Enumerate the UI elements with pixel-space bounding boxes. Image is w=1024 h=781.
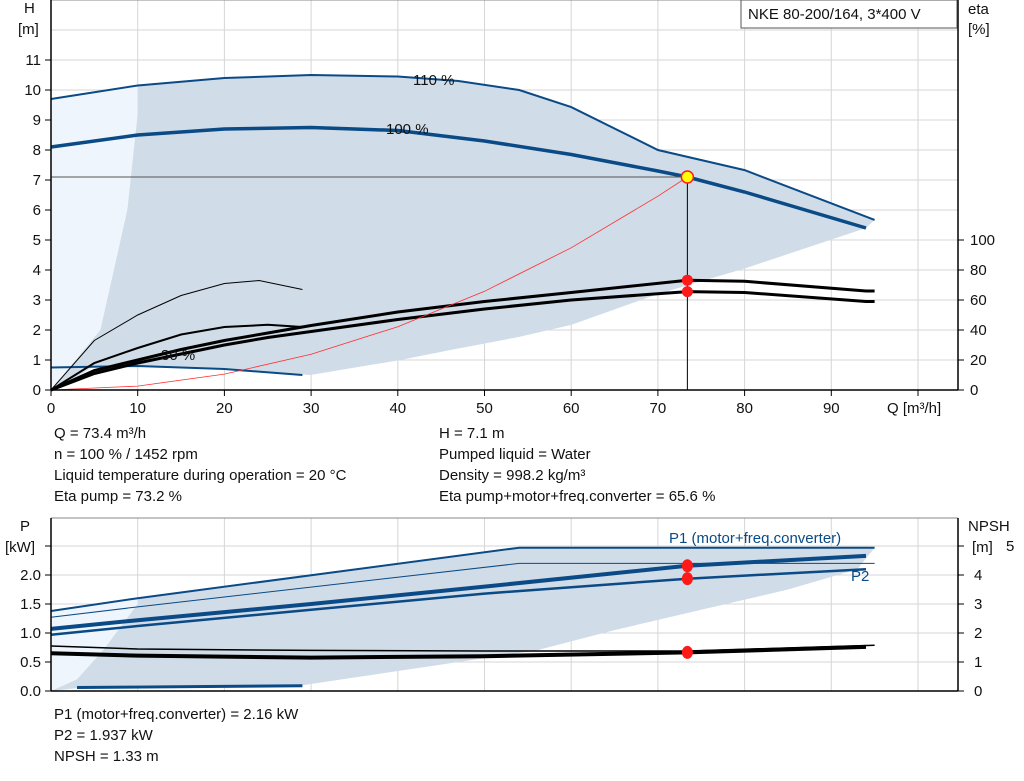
h-axis-label: H [24, 0, 35, 17]
info-density: Density = 998.2 kg/m³ [439, 467, 586, 484]
eta-curve-6 [50, 279, 303, 391]
p-tick-label: 0.5 [20, 654, 41, 671]
npsh-tick-label: 0 [974, 683, 982, 700]
info-liquid: Pumped liquid = Water [439, 446, 591, 463]
y-tick-label: 2 [33, 322, 41, 339]
label-p1: P1 (motor+freq.converter) [669, 530, 841, 547]
p-tick-label: 1.0 [20, 625, 41, 642]
eta-total-point [681, 286, 693, 298]
npsh-tick-label: 2 [974, 625, 982, 642]
y2-tick-label: 100 [970, 232, 995, 249]
q-axis-label: Q [m³/h] [887, 400, 941, 417]
info-p1: P1 (motor+freq.converter) = 2.16 kW [54, 706, 299, 723]
y-tick-label: 4 [33, 262, 41, 279]
info-top-left: Q = 73.4 m³/h n = 100 % / 1452 rpm Liqui… [54, 423, 346, 507]
info-bottom: P1 (motor+freq.converter) = 2.16 kW P2 =… [54, 704, 298, 767]
label-100: 100 % [386, 121, 429, 138]
y-tick-label: 11 [25, 52, 41, 69]
p-axis-unit: [kW] [5, 539, 35, 556]
p-axis-label: P [20, 518, 30, 535]
y-tick-label: 9 [33, 112, 41, 129]
info-h: H = 7.1 m [439, 425, 505, 442]
eta-curve-5 [50, 323, 303, 391]
y-tick-label: 6 [33, 202, 41, 219]
x-tick-label: 60 [563, 400, 580, 417]
power-curve-0 [50, 546, 875, 612]
x-tick-label: 90 [823, 400, 840, 417]
npsh-axis-unit: [m] [972, 539, 993, 556]
chart-title: NKE 80-200/164, 3*400 V [748, 6, 921, 23]
info-q: Q = 73.4 m³/h [54, 425, 147, 442]
p-tick-label: 2.0 [20, 567, 41, 584]
power-curve-3 [50, 567, 867, 636]
x-tick-label: 50 [476, 400, 493, 417]
npsh-point [681, 645, 693, 659]
npsh-axis-label: NPSH [968, 518, 1010, 535]
y-tick-label: 1 [33, 352, 41, 369]
x-tick-label: 20 [216, 400, 233, 417]
label-110: 110 % [413, 72, 454, 89]
info-p2: P2 = 1.937 kW [54, 727, 153, 744]
y-tick-label: 10 [24, 82, 41, 99]
y-tick-label: 7 [33, 172, 41, 189]
eta-curve-4 [50, 290, 875, 392]
info-temperature: Liquid temperature during operation = 20… [54, 467, 347, 484]
duty-point [680, 170, 695, 184]
y-tick-label: 3 [33, 292, 41, 309]
npsh-tick-label: 3 [974, 596, 982, 613]
npsh-tick-label: 4 [974, 567, 982, 584]
p1-point [681, 559, 693, 573]
npsh-tick-label: 5 [1006, 538, 1014, 555]
p2-point [681, 572, 693, 586]
power-curve-4 [76, 684, 303, 689]
x-tick-label: 70 [650, 400, 667, 417]
title-box: NKE 80-200/164, 3*400 V [740, 0, 958, 29]
info-top-right: H = 7.1 m Pumped liquid = Water Density … [439, 423, 715, 507]
x-tick-label: 40 [389, 400, 406, 417]
eta-axis-unit: [%] [968, 21, 990, 38]
info-speed: n = 100 % / 1452 rpm [54, 446, 198, 463]
y2-tick-label: 20 [970, 352, 987, 369]
info-eta-pump: Eta pump = 73.2 % [54, 488, 182, 505]
p-tick-label: 0.0 [20, 683, 41, 700]
x-tick-label: 10 [129, 400, 146, 417]
y2-tick-label: 60 [970, 292, 987, 309]
info-npsh: NPSH = 1.33 m [54, 748, 159, 765]
y2-tick-label: 40 [970, 322, 987, 339]
y2-tick-label: 0 [970, 382, 978, 399]
head-curve-0 [50, 73, 875, 221]
info-eta-total: Eta pump+motor+freq.converter = 65.6 % [439, 488, 716, 505]
power-curve-2 [50, 553, 867, 631]
p-tick-label: 1.5 [20, 596, 41, 613]
y-tick-label: 8 [33, 142, 41, 159]
head-curve-1 [50, 125, 867, 230]
operating-region [51, 75, 875, 390]
eta-pump-point [681, 274, 693, 286]
x-tick-label: 30 [303, 400, 320, 417]
npsh-curve-6 [50, 644, 867, 660]
eta-curve-3 [50, 278, 875, 392]
system-curve [50, 176, 688, 391]
operating-region-light [51, 85, 138, 390]
eta-axis-label: eta [968, 1, 990, 18]
label-p2: P2 [851, 568, 869, 585]
x-tick-label: 80 [736, 400, 753, 417]
y-tick-label: 5 [33, 232, 41, 249]
h-axis-unit: [m] [18, 21, 39, 38]
y2-tick-label: 80 [970, 262, 987, 279]
npsh-tick-label: 1 [974, 654, 982, 671]
y-tick-label: 0 [33, 382, 41, 399]
head-curve-2 [50, 364, 303, 376]
label-30: 30 % [161, 347, 195, 364]
x-tick-label: 0 [47, 400, 55, 417]
